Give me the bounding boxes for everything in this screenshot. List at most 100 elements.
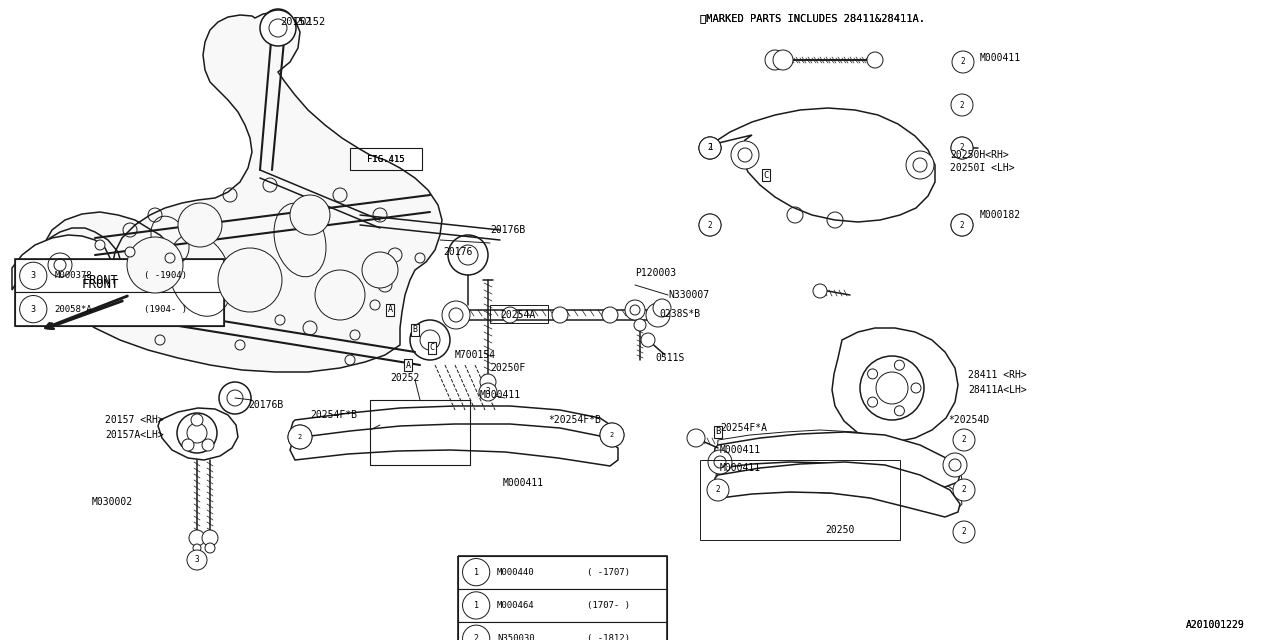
Text: N330007: N330007 [668, 290, 709, 300]
Circle shape [415, 253, 425, 263]
Polygon shape [832, 328, 957, 442]
Circle shape [260, 10, 296, 46]
Circle shape [699, 137, 721, 159]
Text: 2: 2 [961, 435, 966, 445]
Text: 20176B: 20176B [248, 400, 283, 410]
Text: M000411: M000411 [719, 463, 762, 473]
Circle shape [191, 414, 204, 426]
Circle shape [19, 262, 47, 289]
Text: FIG.415: FIG.415 [367, 154, 404, 163]
Bar [15, 292, 224, 326]
Circle shape [860, 356, 924, 420]
Text: 20250H<RH>: 20250H<RH> [950, 150, 1009, 160]
Circle shape [954, 429, 975, 451]
Text: 2: 2 [960, 143, 964, 152]
Text: 2: 2 [961, 486, 966, 495]
Polygon shape [716, 430, 963, 490]
Text: 20250F: 20250F [490, 363, 525, 373]
Text: 1: 1 [474, 601, 479, 610]
Circle shape [646, 303, 669, 327]
Text: 3: 3 [31, 305, 36, 314]
Circle shape [600, 423, 625, 447]
Text: P120003: P120003 [635, 268, 676, 278]
Circle shape [906, 151, 934, 179]
Circle shape [480, 374, 497, 390]
Bar [349, 148, 422, 170]
Text: A201001229: A201001229 [1187, 620, 1245, 630]
Text: 2: 2 [961, 58, 965, 67]
Circle shape [699, 137, 721, 159]
Text: 1: 1 [474, 568, 479, 577]
Bar [370, 400, 470, 465]
Circle shape [867, 52, 883, 68]
Bar [458, 556, 667, 640]
Circle shape [653, 299, 671, 317]
Text: 20157A<LH>: 20157A<LH> [105, 430, 164, 440]
Circle shape [125, 247, 134, 257]
Text: 20250I <LH>: 20250I <LH> [950, 163, 1015, 173]
Text: 2: 2 [961, 527, 966, 536]
Circle shape [895, 360, 905, 370]
Bar [15, 259, 224, 326]
Text: B: B [412, 326, 417, 335]
Text: M000182: M000182 [980, 210, 1021, 220]
Circle shape [346, 355, 355, 365]
Text: 20152: 20152 [294, 17, 325, 27]
Text: 20176: 20176 [443, 247, 472, 257]
Text: C: C [763, 170, 769, 179]
Text: 20250: 20250 [826, 525, 855, 535]
Polygon shape [714, 432, 960, 487]
Text: 2: 2 [708, 143, 712, 152]
Text: 28411 <RH>: 28411 <RH> [968, 370, 1027, 380]
Polygon shape [291, 424, 618, 466]
Text: A201001229: A201001229 [1187, 620, 1245, 630]
Circle shape [362, 252, 398, 288]
Text: FRONT: FRONT [81, 278, 119, 291]
Text: 3: 3 [485, 387, 490, 397]
Circle shape [951, 137, 973, 159]
Bar [15, 259, 224, 292]
Text: ( -1707): ( -1707) [586, 568, 630, 577]
Polygon shape [157, 408, 238, 460]
Circle shape [189, 530, 205, 546]
Text: ( -1904): ( -1904) [143, 271, 187, 280]
Circle shape [954, 521, 975, 543]
Text: (1707- ): (1707- ) [586, 601, 630, 610]
Circle shape [951, 94, 973, 116]
Circle shape [943, 453, 966, 477]
Text: ※MARKED PARTS INCLUDES 28411&28411A.: ※MARKED PARTS INCLUDES 28411&28411A. [700, 13, 925, 23]
Circle shape [600, 423, 625, 447]
Text: 2: 2 [474, 634, 479, 640]
Circle shape [288, 425, 312, 449]
Circle shape [731, 141, 759, 169]
Text: M000464: M000464 [497, 601, 535, 610]
Polygon shape [710, 108, 934, 222]
Text: 3: 3 [195, 556, 200, 564]
Circle shape [951, 214, 973, 236]
Text: 0511S: 0511S [655, 353, 685, 363]
Text: (1904- ): (1904- ) [143, 305, 187, 314]
Text: M000411: M000411 [719, 445, 762, 455]
Text: B: B [716, 428, 721, 436]
Bar [490, 305, 548, 323]
Circle shape [951, 137, 973, 159]
Text: 20254F*A: 20254F*A [719, 423, 767, 433]
Circle shape [193, 544, 201, 552]
Circle shape [868, 369, 878, 379]
Text: M000411: M000411 [503, 478, 544, 488]
Circle shape [349, 330, 360, 340]
Circle shape [462, 559, 490, 586]
Text: ( -1812): ( -1812) [586, 634, 630, 640]
Text: 20252: 20252 [390, 373, 420, 383]
Circle shape [952, 51, 974, 73]
Circle shape [236, 340, 244, 350]
Bar [458, 556, 667, 589]
Circle shape [602, 307, 618, 323]
Text: M000378: M000378 [54, 271, 92, 280]
Circle shape [155, 335, 165, 345]
Circle shape [699, 214, 721, 236]
Circle shape [462, 625, 490, 640]
Circle shape [177, 413, 218, 453]
Circle shape [911, 383, 922, 393]
Circle shape [773, 50, 794, 70]
